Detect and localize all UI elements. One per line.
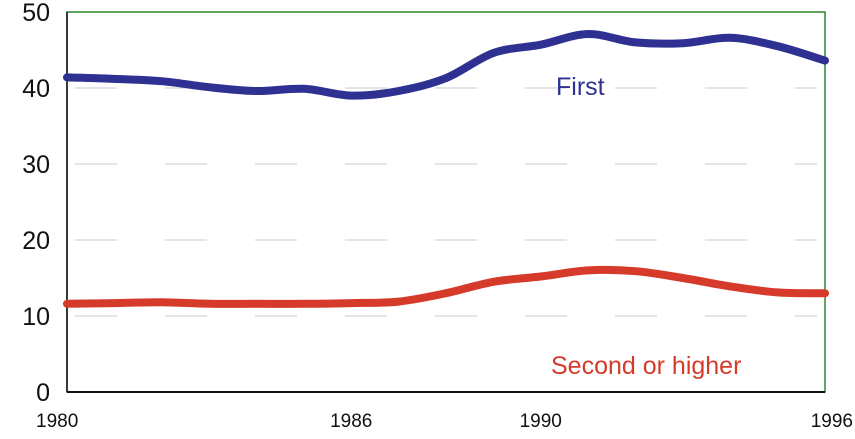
y-tick-label-10: 10 [22, 303, 50, 331]
x-tick-labels: 1980 1986 1990 1996 [36, 411, 853, 432]
y-tick-labels: 0 10 20 30 40 50 [22, 0, 50, 407]
x-tick-label-1990: 1990 [520, 411, 562, 432]
y-tick-label-50: 50 [22, 0, 50, 27]
y-tick-label-20: 20 [22, 227, 50, 255]
y-tick-label-30: 30 [22, 151, 50, 179]
plot-area-frame [66, 11, 826, 393]
series-line-first [63, 29, 829, 100]
series-line-second-or-higher [63, 265, 829, 308]
series-label-first: First [556, 73, 605, 101]
y-tick-label-40: 40 [22, 75, 50, 103]
x-tick-label-1986: 1986 [330, 411, 372, 432]
y-tick-label-0: 0 [36, 379, 50, 407]
series-label-second-or-higher: Second or higher [551, 352, 741, 380]
x-tick-label-1996: 1996 [811, 411, 853, 432]
series-lines [63, 29, 829, 308]
x-tick-label-1980: 1980 [36, 411, 78, 432]
